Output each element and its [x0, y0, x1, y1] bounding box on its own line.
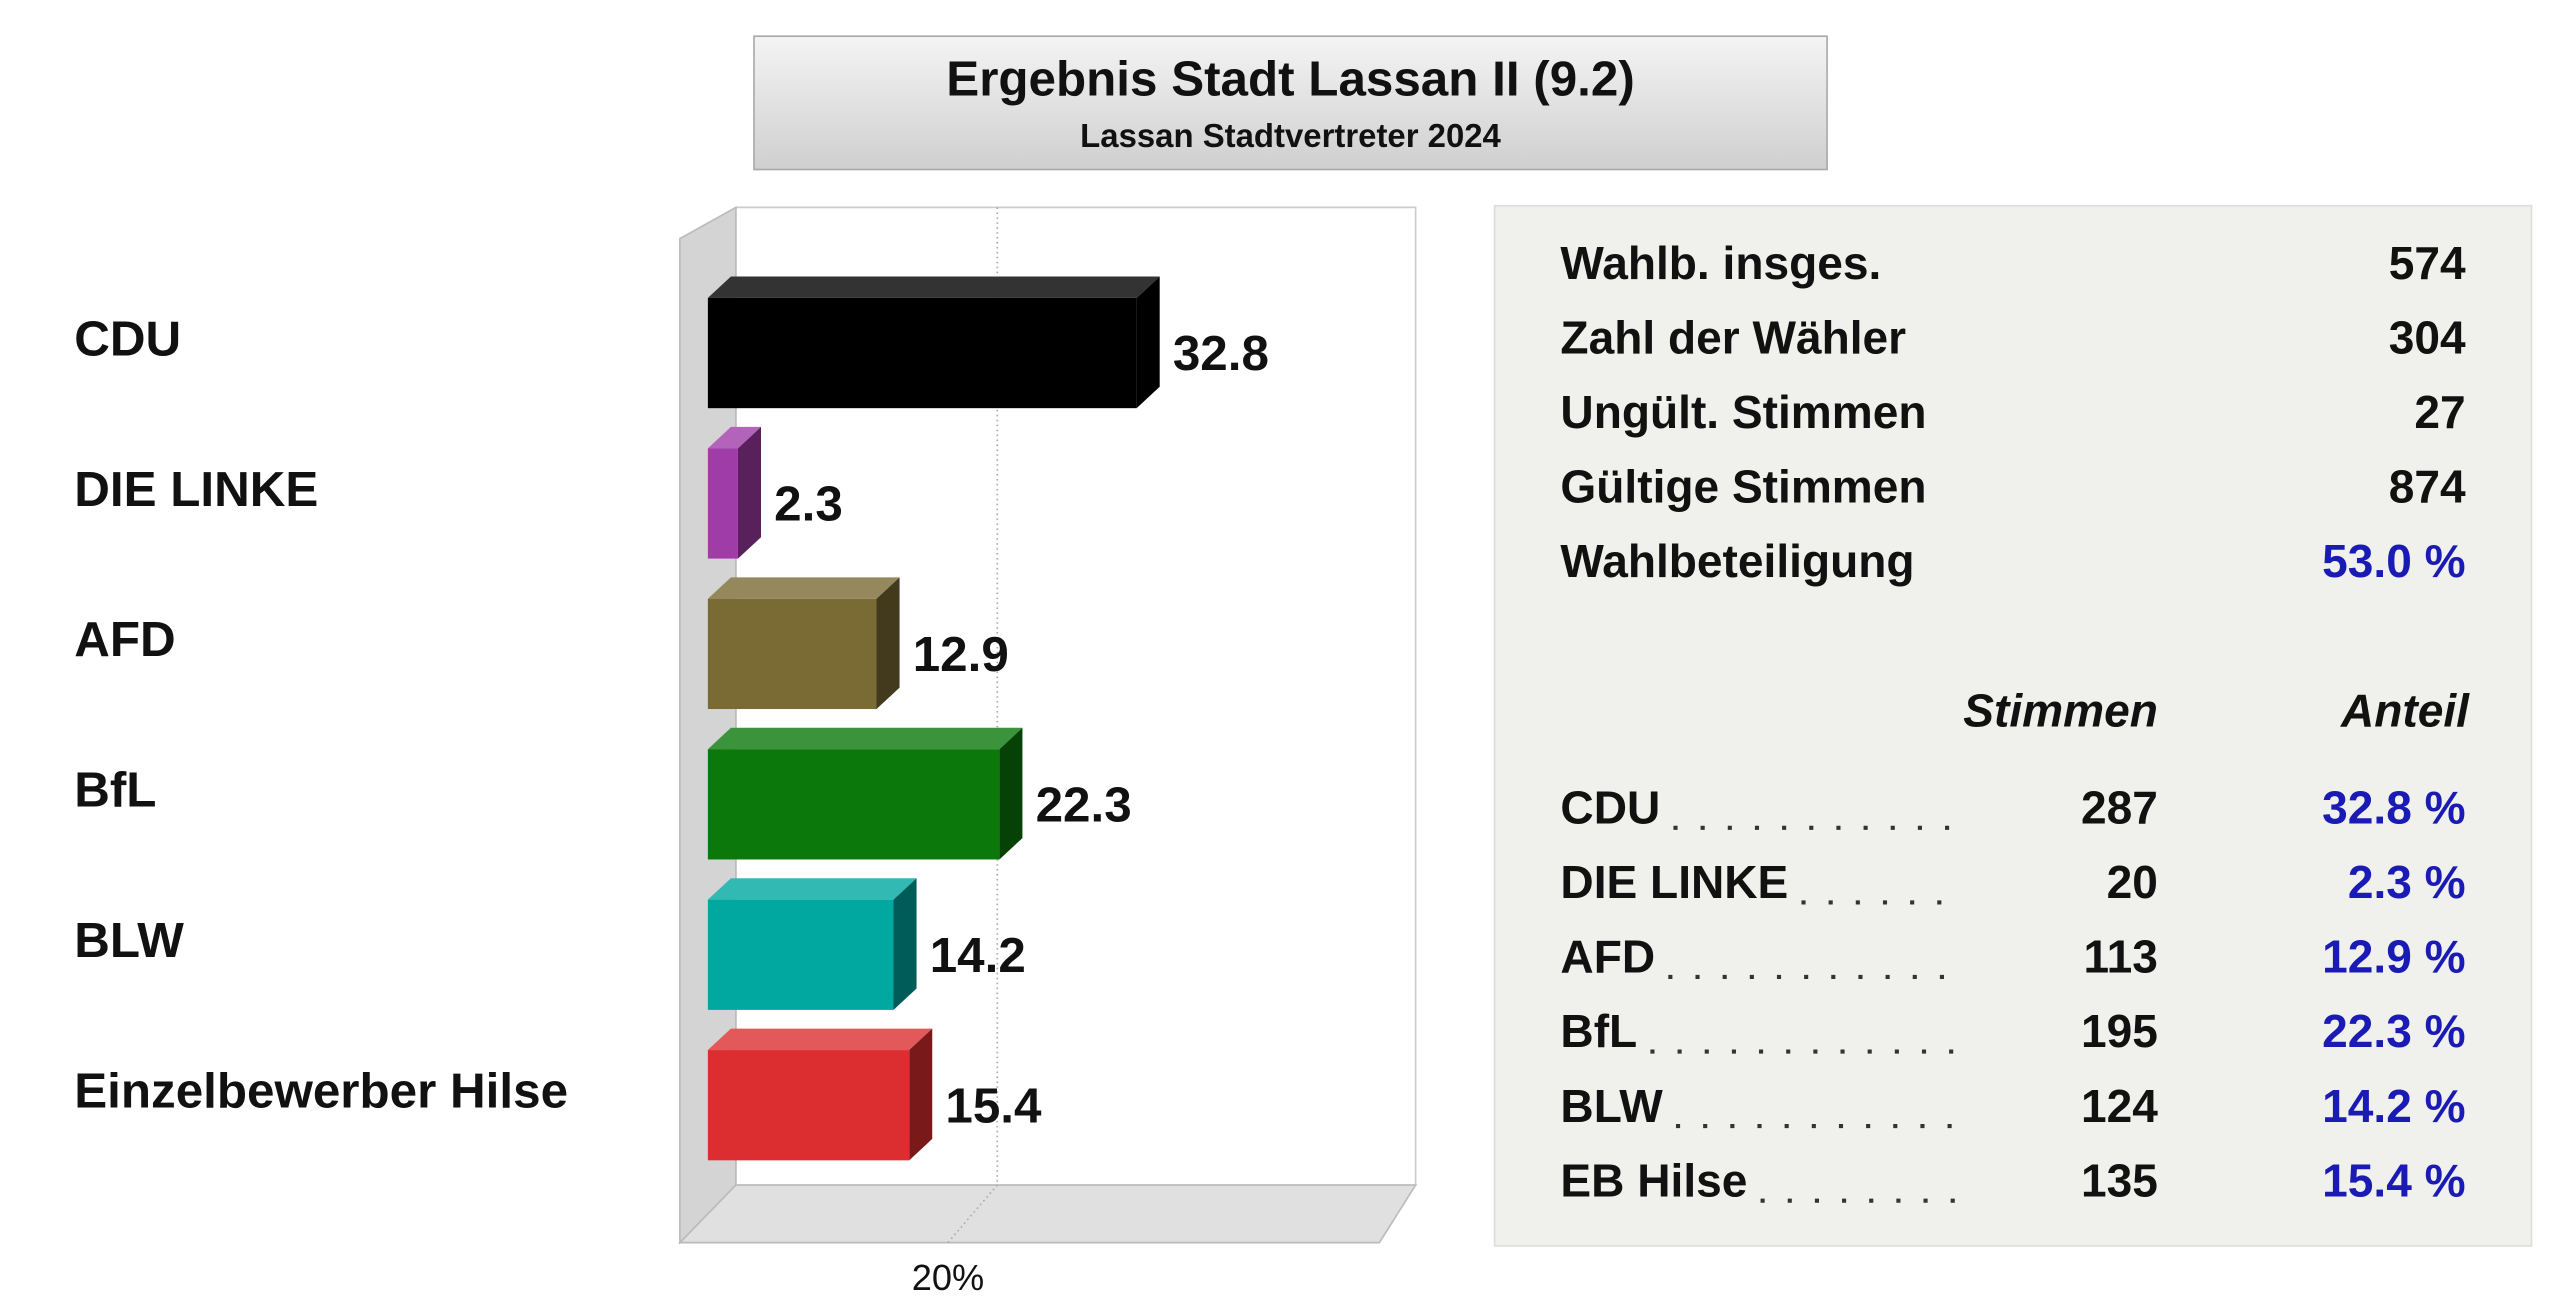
- share: 2.3 %: [2348, 856, 2466, 908]
- votes: 287: [2081, 782, 2158, 834]
- category-label: DIE LINKE: [74, 462, 318, 517]
- party-name: EB Hilse: [1560, 1154, 1747, 1206]
- category-label: Einzelbewerber Hilse: [74, 1064, 568, 1119]
- summary-value: 304: [2389, 311, 2466, 363]
- x-tick-label: 20%: [912, 1257, 984, 1292]
- category-label: CDU: [74, 311, 181, 366]
- value-label: 22.3: [1036, 777, 1132, 832]
- summary-value: 874: [2389, 460, 2466, 512]
- value-label: 15.4: [945, 1078, 1042, 1133]
- votes: 195: [2081, 1005, 2158, 1057]
- value-label: 32.8: [1173, 326, 1269, 381]
- votes: 135: [2081, 1154, 2158, 1206]
- summary-value: 27: [2414, 386, 2465, 438]
- bar-top: [707, 727, 1023, 750]
- party-name: CDU: [1560, 782, 1660, 834]
- summary-label: Wahlbeteiligung: [1560, 535, 1914, 587]
- category-label: AFD: [74, 612, 175, 667]
- bar-top: [707, 276, 1160, 298]
- party-name: BfL: [1560, 1005, 1637, 1057]
- summary-label: Gültige Stimmen: [1560, 460, 1926, 512]
- bar-side: [1136, 276, 1160, 409]
- share: 22.3 %: [2322, 1005, 2465, 1057]
- category-label: BfL: [74, 763, 156, 818]
- title-box: [753, 35, 1828, 171]
- summary-label: Wahlb. insges.: [1560, 237, 1881, 289]
- party-name: BLW: [1560, 1080, 1663, 1132]
- bar: [707, 448, 738, 559]
- votes: 20: [2107, 856, 2158, 908]
- summary-label: Ungült. Stimmen: [1560, 386, 1926, 438]
- table-panel: [1493, 204, 2533, 1247]
- bar-top: [707, 577, 900, 599]
- chart-title: Ergebnis Stadt Lassan II (9.2): [946, 51, 1634, 106]
- column-header: Anteil: [2340, 684, 2470, 736]
- summary-value: 53.0 %: [2322, 535, 2465, 587]
- bar-top: [707, 1028, 933, 1051]
- value-label: 2.3: [774, 477, 843, 532]
- bar: [707, 749, 1000, 860]
- share: 32.8 %: [2322, 782, 2465, 834]
- party-name: AFD: [1560, 931, 1655, 983]
- share: 14.2 %: [2322, 1080, 2465, 1132]
- value-label: 14.2: [930, 928, 1026, 983]
- bar-side: [909, 1028, 933, 1161]
- bar-top: [707, 878, 917, 900]
- floor: [677, 1184, 1418, 1244]
- summary-value: 574: [2389, 237, 2466, 289]
- summary-label: Zahl der Wähler: [1560, 311, 1906, 363]
- bar-side: [999, 727, 1023, 860]
- bar-side: [893, 878, 917, 1010]
- value-label: 12.9: [913, 627, 1009, 682]
- share: 15.4 %: [2322, 1154, 2465, 1206]
- chart-subtitle: Lassan Stadtvertreter 2024: [1080, 117, 1501, 154]
- bar: [707, 598, 877, 710]
- share: 12.9 %: [2322, 931, 2465, 983]
- bar-side: [876, 577, 900, 710]
- category-label: BLW: [74, 913, 184, 968]
- bar-top: [707, 426, 761, 449]
- column-header: Stimmen: [1963, 684, 2158, 736]
- bar: [707, 899, 894, 1010]
- party-name: DIE LINKE: [1560, 856, 1788, 908]
- bar-side: [737, 426, 761, 559]
- votes: 113: [2084, 931, 2158, 983]
- votes: 124: [2081, 1080, 2158, 1132]
- bar: [707, 1050, 910, 1161]
- bar: [707, 297, 1137, 409]
